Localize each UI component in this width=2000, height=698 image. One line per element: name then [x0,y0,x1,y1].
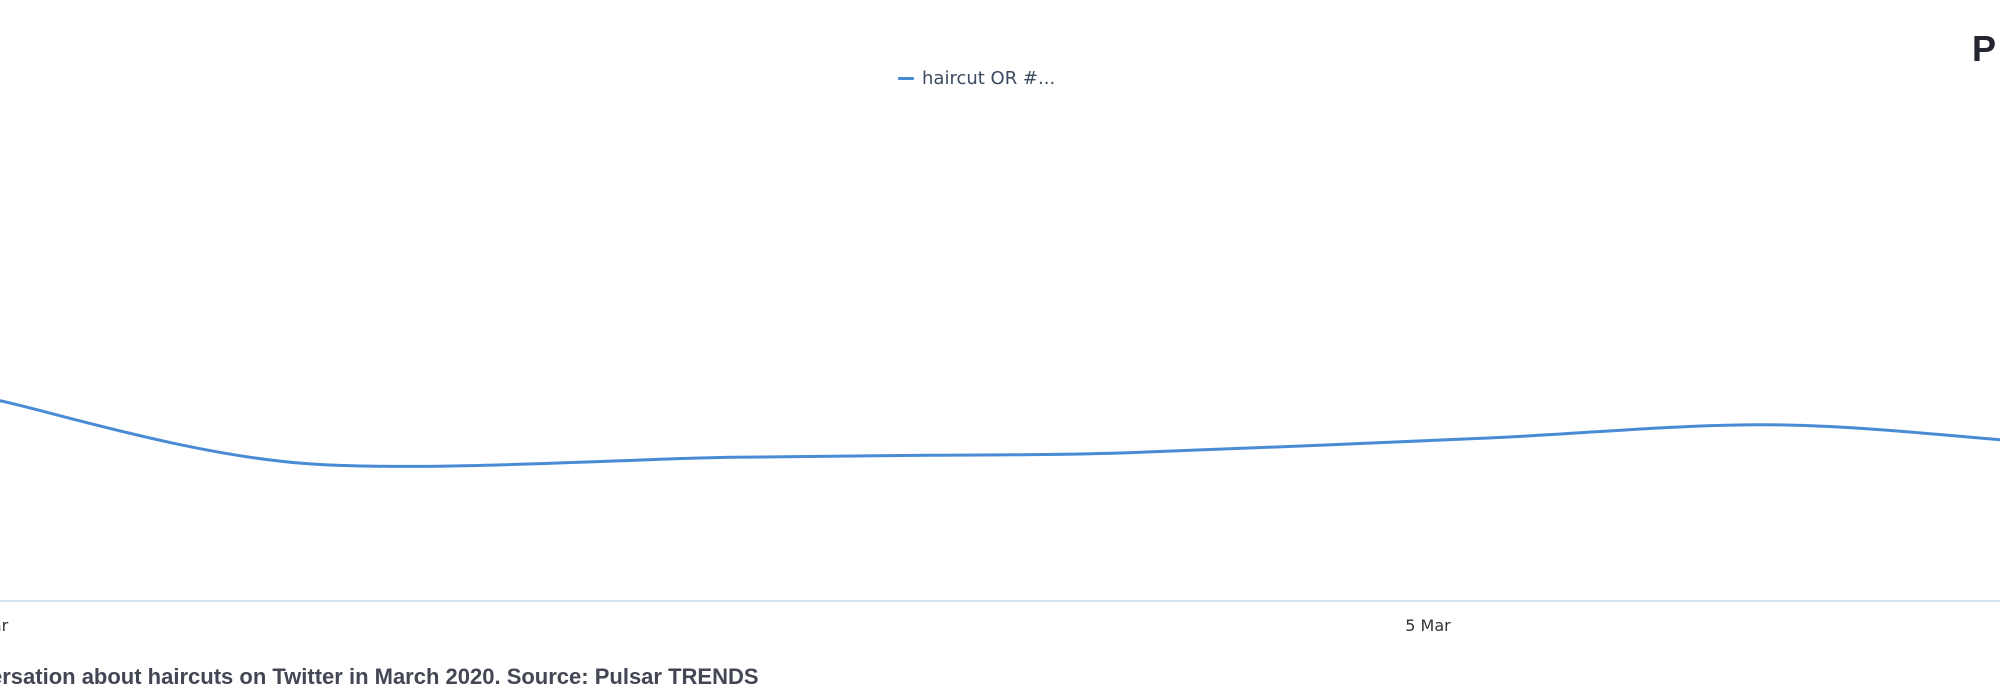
legend-label: haircut OR #... [922,68,1056,89]
series-line-haircut[interactable] [0,123,2000,470]
chart-caption: ersation about haircuts on Twitter in Ma… [0,664,759,689]
brand-logo: P [1972,28,1997,69]
x-tick-label: ar [0,616,9,635]
x-tick-label: 5 Mar [1405,616,1451,635]
chart-legend[interactable]: haircut OR #... [898,68,1055,89]
x-axis-ticks: ar5 Mar9 Mar13 Mar17 Mar21 Mar [0,616,1451,635]
legend-swatch [898,77,914,80]
